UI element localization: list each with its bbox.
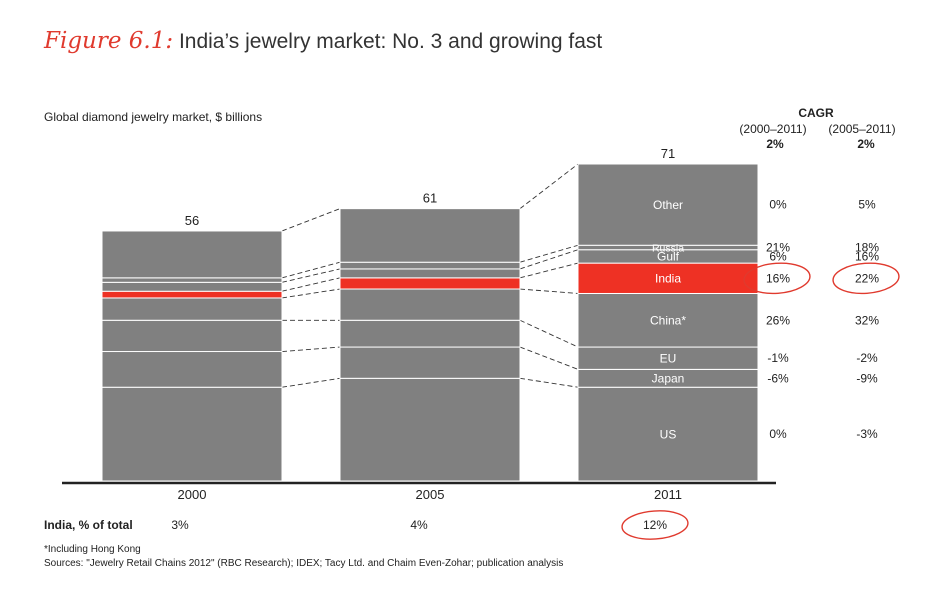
bar-2011-india <box>577 262 759 294</box>
figure-heading: India’s jewelry market: No. 3 and growin… <box>178 30 603 53</box>
cagr-gulf-1: 6% <box>769 249 787 263</box>
cagr-table: CAGR(2000–2011) (2005–2011)2% 2%0% 5%21% 18%… <box>739 106 900 441</box>
cagr-china-2: 32% <box>855 313 879 327</box>
bar-total-2000: 56 <box>185 213 199 228</box>
connector-line <box>281 288 341 299</box>
bar-2000-eu <box>101 319 283 353</box>
segment-label-eu: EU <box>660 352 677 366</box>
connector-line <box>519 249 579 270</box>
cagr-us-1: 0% <box>769 427 787 441</box>
connector-line <box>519 346 579 370</box>
cagr-other-1: 0% <box>769 198 787 212</box>
cagr-india-2: 22% <box>855 271 879 285</box>
bar-2000-other <box>101 230 283 279</box>
connector-line <box>281 261 341 279</box>
bar-2005-japan <box>339 346 521 379</box>
bar-2005-gulf <box>339 268 521 279</box>
bar-total-2011: 71 <box>661 146 675 161</box>
cagr-eu-1: -1% <box>767 351 789 365</box>
connector-line <box>519 319 579 348</box>
x-tick-2000: 2000 <box>178 487 207 502</box>
segment-label-china: China* <box>650 314 686 328</box>
segment-label-japan: Japan <box>652 372 685 386</box>
connector-line <box>281 268 341 283</box>
x-tick-2005: 2005 <box>416 487 445 502</box>
segment-label-other: Other <box>653 198 683 212</box>
chart-subtitle: Global diamond jewelry market, $ billion… <box>44 110 262 124</box>
bar-2000-gulf <box>101 281 283 292</box>
india-share-circle <box>621 510 689 540</box>
cagr-russia-2: 18% <box>855 240 879 254</box>
bar-2005-us <box>339 377 521 482</box>
bar-total-2005: 61 <box>423 191 437 206</box>
cagr-japan-1: -6% <box>767 371 789 385</box>
india-share-2011: 12% <box>643 518 667 532</box>
x-tick-2011: 2011 <box>654 487 682 502</box>
bar-2000-us <box>101 386 283 482</box>
bars <box>101 163 759 482</box>
bar-2000-china <box>101 297 283 321</box>
bar-2005-china <box>339 288 521 321</box>
figure-label: Figure 6.1: <box>44 28 174 54</box>
connector-line <box>281 208 341 232</box>
cagr-russia-1: 21% <box>766 240 790 254</box>
segment-label-gulf: Gulf <box>657 250 680 264</box>
cagr-japan-2: -9% <box>856 371 878 385</box>
figure-title: Figure 6.1: India’s jewelry market: No. … <box>44 28 602 54</box>
cagr-other-2: 5% <box>858 198 876 212</box>
cagr-gulf-2: 16% <box>855 249 879 263</box>
connector-line <box>519 163 579 210</box>
cagr-period-1: (2000–2011) <box>739 122 806 136</box>
bar-2005-other <box>339 208 521 263</box>
cagr-total-1: 2% <box>766 137 784 151</box>
cagr-china-1: 26% <box>766 313 790 327</box>
connector-line <box>281 346 341 352</box>
india-share-row: India, % of total 3% 4% 12% <box>44 510 689 540</box>
bar-2000-india <box>101 290 283 299</box>
india-share-2005: 4% <box>410 518 428 532</box>
cagr-india-1: 16% <box>766 271 790 285</box>
bar-2005-india <box>339 277 521 290</box>
segment-label-russia: Russia <box>652 242 684 254</box>
bar-2005-russia <box>339 261 521 270</box>
cagr-period-2: (2005–2011) <box>828 122 895 136</box>
bar-2011-other <box>577 163 759 246</box>
india-share-label: India, % of total <box>44 518 133 532</box>
cagr-us-2: -3% <box>856 427 878 441</box>
bar-2000-russia <box>101 277 283 283</box>
connector-line <box>519 262 579 279</box>
bar-2000-japan <box>101 351 283 388</box>
india-share-2000: 3% <box>171 518 189 532</box>
bar-2011-china <box>577 292 759 348</box>
footnote-hong-kong: *Including Hong Kong <box>44 544 141 555</box>
connector-line <box>519 377 579 388</box>
cagr-total-2: 2% <box>857 137 875 151</box>
cagr-eu-2: -2% <box>856 351 878 365</box>
cagr-circle-1 <box>743 262 811 295</box>
cagr-circle-2 <box>832 262 900 295</box>
bar-2011-us <box>577 386 759 482</box>
segment-label-us: US <box>660 427 677 441</box>
connector-line <box>281 377 341 388</box>
cagr-title: CAGR <box>798 106 834 120</box>
connector-line <box>519 244 579 263</box>
connector-line <box>519 288 579 294</box>
footnote-sources: Sources: "Jewelry Retail Chains 2012" (R… <box>44 558 563 569</box>
bar-2005-eu <box>339 319 521 348</box>
connector-line <box>281 277 341 292</box>
x-tick-labels: 2000 2005 2011 <box>178 487 682 502</box>
connector-lines <box>281 163 579 388</box>
segment-label-india: India <box>655 272 681 286</box>
